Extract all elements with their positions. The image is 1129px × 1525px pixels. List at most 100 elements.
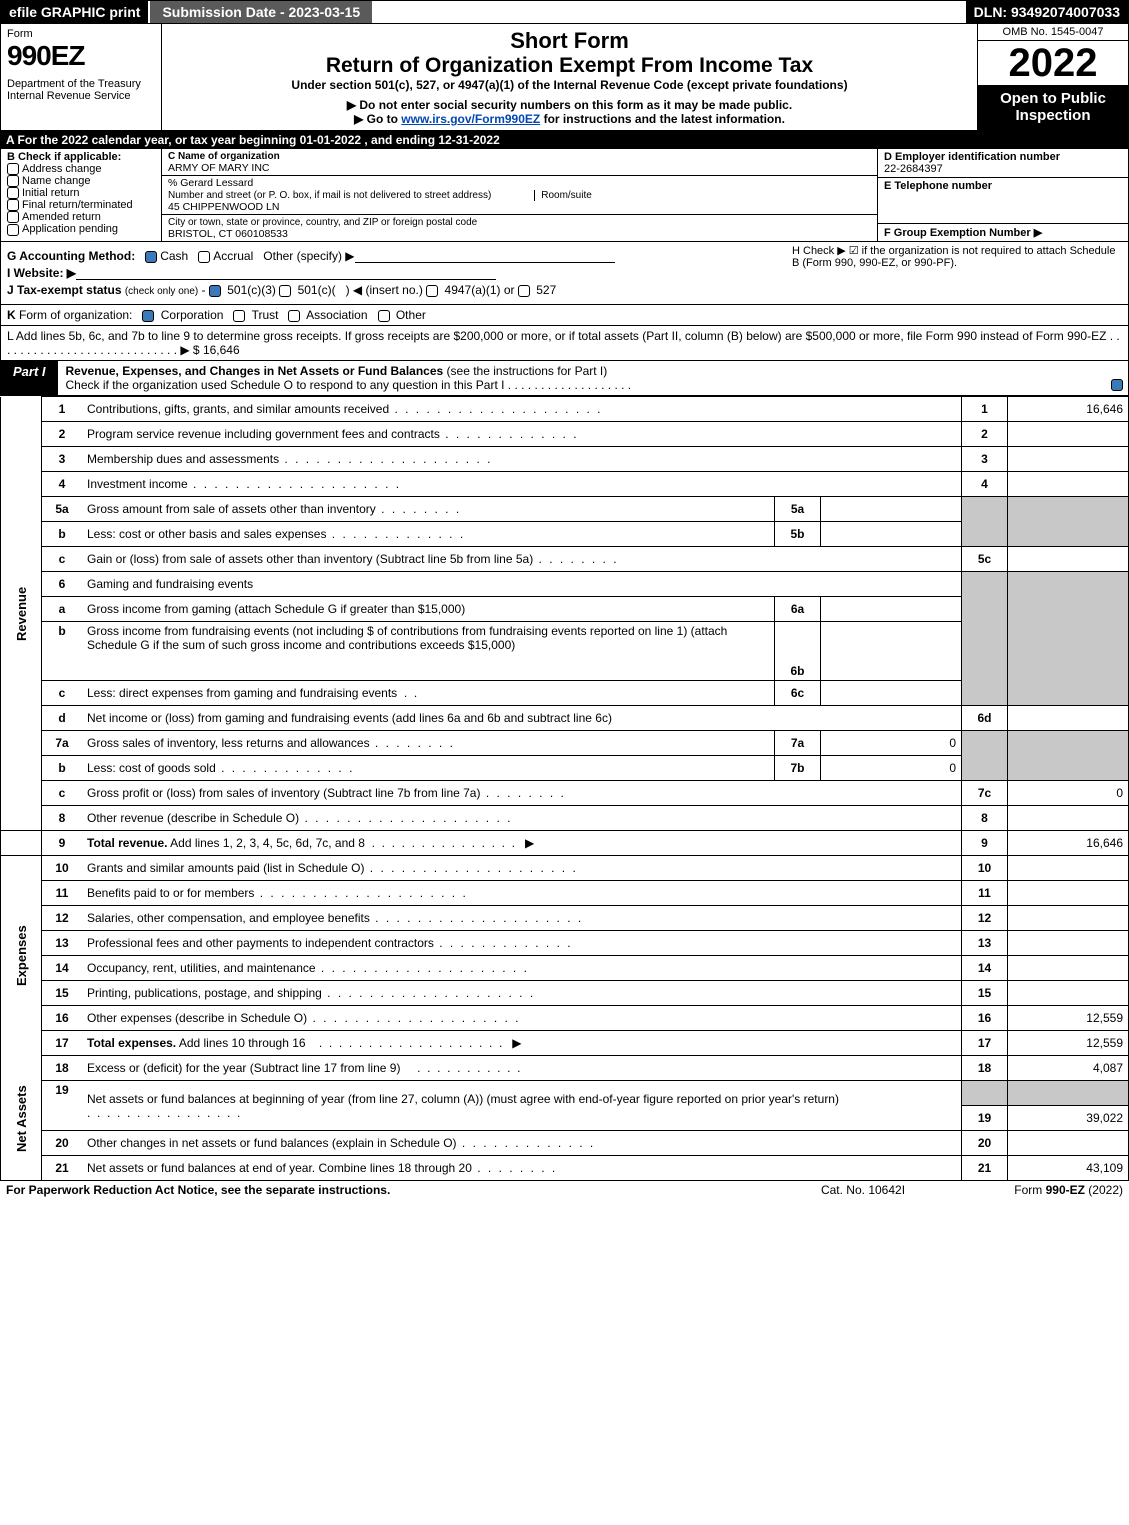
l6a-inval (821, 597, 962, 622)
l10-rnum: 10 (962, 856, 1008, 881)
l6d-num: d (42, 706, 83, 731)
l5b-innum: 5b (775, 522, 821, 547)
l7c-val: 0 (1008, 781, 1129, 806)
l2-desc: Program service revenue including govern… (82, 422, 962, 447)
l2-val (1008, 422, 1129, 447)
l16-num: 16 (42, 1006, 83, 1031)
l7c-desc: Gross profit or (loss) from sales of inv… (82, 781, 962, 806)
d-lbl: D Employer identification number (884, 151, 1122, 163)
l5b-num: b (42, 522, 83, 547)
grey-6 (962, 572, 1008, 706)
short-form-label: Short Form (170, 28, 969, 54)
l4-rnum: 4 (962, 472, 1008, 497)
part-i-text: Revenue, Expenses, and Changes in Net As… (58, 361, 1108, 395)
l20-val (1008, 1131, 1129, 1156)
chk-527[interactable] (518, 285, 530, 297)
l5c-desc: Gain or (loss) from sale of assets other… (82, 547, 962, 572)
l10-desc: Grants and similar amounts paid (list in… (82, 856, 962, 881)
irs-link[interactable]: www.irs.gov/Form990EZ (401, 112, 540, 126)
l10-val (1008, 856, 1129, 881)
chk-name[interactable]: Name change (7, 175, 155, 187)
rev-end (1, 831, 42, 856)
form-number: 990EZ (7, 40, 155, 72)
chk-final[interactable]: Final return/terminated (7, 199, 155, 211)
chk-cash[interactable] (145, 251, 157, 263)
chk-assoc[interactable] (288, 310, 300, 322)
l-text: L Add lines 5b, 6c, and 7b to line 9 to … (7, 329, 1120, 357)
efile-label[interactable]: efile GRAPHIC print (1, 1, 148, 23)
col-b-checks: B Check if applicable: Address change Na… (1, 149, 162, 241)
chk-501c[interactable] (279, 285, 291, 297)
goto-pre: ▶ Go to (354, 112, 401, 126)
l7c-num: c (42, 781, 83, 806)
l9-desc: Total revenue. Add lines 1, 2, 3, 4, 5c,… (82, 831, 962, 856)
street-val: 45 CHIPPENWOOD LN (168, 201, 279, 213)
chk-address[interactable]: Address change (7, 163, 155, 175)
c-city-cell: City or town, state or province, country… (162, 215, 877, 241)
row-ghij: H Check ▶ ☑ if the organization is not r… (0, 242, 1129, 305)
l8-num: 8 (42, 806, 83, 831)
l11-desc: Benefits paid to or for members (82, 881, 962, 906)
chk-accrual[interactable] (198, 251, 210, 263)
part-i-header: Part I Revenue, Expenses, and Changes in… (0, 361, 1129, 396)
l16-desc: Other expenses (describe in Schedule O) (82, 1006, 962, 1031)
l7a-inval: 0 (821, 731, 962, 756)
l14-rnum: 14 (962, 956, 1008, 981)
l17-rnum: 17 (962, 1031, 1008, 1056)
l13-val (1008, 931, 1129, 956)
chk-initial[interactable]: Initial return (7, 187, 155, 199)
l19-num: 19 (42, 1081, 83, 1131)
goto-post: for instructions and the latest informat… (540, 112, 785, 126)
chk-trust[interactable] (233, 310, 245, 322)
l3-num: 3 (42, 447, 83, 472)
l15-num: 15 (42, 981, 83, 1006)
j-lbl: J Tax-exempt status (7, 283, 122, 297)
tax-year: 2022 (978, 41, 1128, 86)
l7b-inval: 0 (821, 756, 962, 781)
l4-num: 4 (42, 472, 83, 497)
grey-5v (1008, 497, 1129, 547)
l15-val (1008, 981, 1129, 1006)
l1-val: 16,646 (1008, 397, 1129, 422)
l18-rnum: 18 (962, 1056, 1008, 1081)
chk-amended[interactable]: Amended return (7, 211, 155, 223)
l2-num: 2 (42, 422, 83, 447)
l19-rnum: 19 (962, 1106, 1008, 1131)
l7b-desc: Less: cost of goods sold (82, 756, 775, 781)
l3-val (1008, 447, 1129, 472)
l16-rnum: 16 (962, 1006, 1008, 1031)
l18-val: 4,087 (1008, 1056, 1129, 1081)
omb-number: OMB No. 1545-0047 (978, 24, 1128, 41)
l6b-innum: 6b (775, 622, 821, 681)
spacer (372, 1, 966, 23)
chk-pending[interactable]: Application pending (7, 223, 155, 235)
street-lbl: Number and street (or P. O. box, if mail… (168, 190, 491, 201)
l11-val (1008, 881, 1129, 906)
schedule-o-check[interactable] (1111, 379, 1123, 391)
l6-num: 6 (42, 572, 83, 597)
l17-num: 17 (42, 1031, 83, 1056)
goto-note: ▶ Go to www.irs.gov/Form990EZ for instru… (170, 112, 969, 126)
j-line: J Tax-exempt status (check only one) - 5… (7, 283, 1122, 297)
l6d-rnum: 6d (962, 706, 1008, 731)
e-lbl: E Telephone number (884, 180, 1122, 192)
l10-num: 10 (42, 856, 83, 881)
chk-other[interactable] (378, 310, 390, 322)
l1-rnum: 1 (962, 397, 1008, 422)
l11-num: 11 (42, 881, 83, 906)
l7b-num: b (42, 756, 83, 781)
part-i-title: Revenue, Expenses, and Changes in Net As… (66, 364, 444, 378)
top-bar: efile GRAPHIC print Submission Date - 20… (0, 0, 1129, 24)
chk-corp[interactable] (142, 310, 154, 322)
grey-19 (962, 1081, 1008, 1106)
l1-num: 1 (42, 397, 83, 422)
ssn-warning: ▶ Do not enter social security numbers o… (170, 98, 969, 112)
grey-5 (962, 497, 1008, 547)
chk-4947[interactable] (426, 285, 438, 297)
l6d-desc: Net income or (loss) from gaming and fun… (82, 706, 962, 731)
l15-desc: Printing, publications, postage, and shi… (82, 981, 962, 1006)
l3-desc: Membership dues and assessments (82, 447, 962, 472)
l20-num: 20 (42, 1131, 83, 1156)
chk-501c3[interactable] (209, 285, 221, 297)
l5a-innum: 5a (775, 497, 821, 522)
